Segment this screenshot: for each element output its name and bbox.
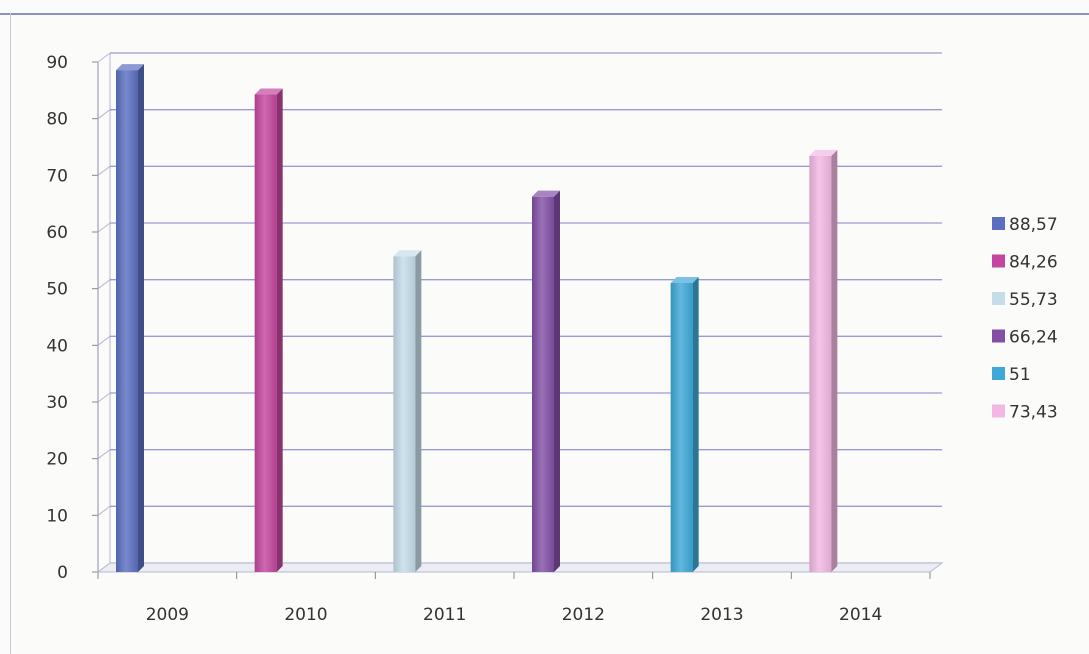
y-tick-label: 10: [46, 506, 68, 526]
bars: [116, 64, 838, 573]
y-tick-label: 30: [46, 393, 68, 413]
y-tick-label: 50: [46, 280, 68, 300]
y-tick-label: 40: [46, 336, 68, 356]
legend-item: 84,26: [992, 253, 1058, 273]
legend-swatch: [992, 254, 1005, 268]
legend-item: 55,73: [992, 290, 1058, 310]
legend: 88,57 84,26 55,73 66,24 51 73,43: [992, 215, 1058, 423]
frame-top-border: [0, 13, 1089, 15]
frame-left-border: [10, 13, 11, 654]
bar-2010: [254, 88, 283, 572]
y-tick-label: 0: [57, 563, 68, 583]
legend-item: 73,43: [992, 403, 1058, 423]
y-tick-label: 20: [46, 450, 68, 470]
legend-swatch: [992, 292, 1005, 305]
legend-item: 51: [992, 365, 1031, 385]
legend-label: 88,57: [1009, 215, 1058, 235]
legend-label: 55,73: [1009, 290, 1058, 310]
y-tick-label: 70: [46, 166, 68, 186]
axes: 0 10 20 30 40 50 60 70 80 90 2009 2010 2011 2012 2013 2…: [46, 53, 944, 625]
legend-label: 73,43: [1009, 403, 1058, 423]
y-tick-label: 90: [46, 53, 68, 73]
x-tick-label: 2013: [700, 605, 743, 625]
y-tick-label: 80: [46, 110, 68, 130]
legend-label: 84,26: [1009, 253, 1058, 273]
x-tick-label: 2010: [284, 605, 327, 625]
x-tick-label: 2014: [839, 605, 882, 625]
grid: [97, 52, 942, 573]
bar-2013: [670, 277, 699, 572]
legend-item: 66,24: [992, 328, 1058, 348]
legend-label: 51: [1009, 365, 1031, 385]
bar-2009: [116, 64, 144, 572]
legend-swatch: [992, 367, 1005, 380]
legend-item: 88,57: [992, 215, 1058, 235]
bar-2012: [532, 190, 560, 572]
legend-swatch: [992, 217, 1005, 230]
y-tick-label: 60: [46, 223, 68, 243]
legend-swatch: [992, 404, 1005, 418]
legend-swatch: [992, 329, 1005, 343]
bar-2011: [393, 250, 422, 573]
legend-label: 66,24: [1009, 328, 1058, 348]
bar-2014: [809, 149, 838, 572]
x-tick-label: 2009: [146, 605, 189, 625]
x-tick-label: 2011: [423, 605, 466, 625]
x-tick-label: 2012: [562, 605, 605, 625]
